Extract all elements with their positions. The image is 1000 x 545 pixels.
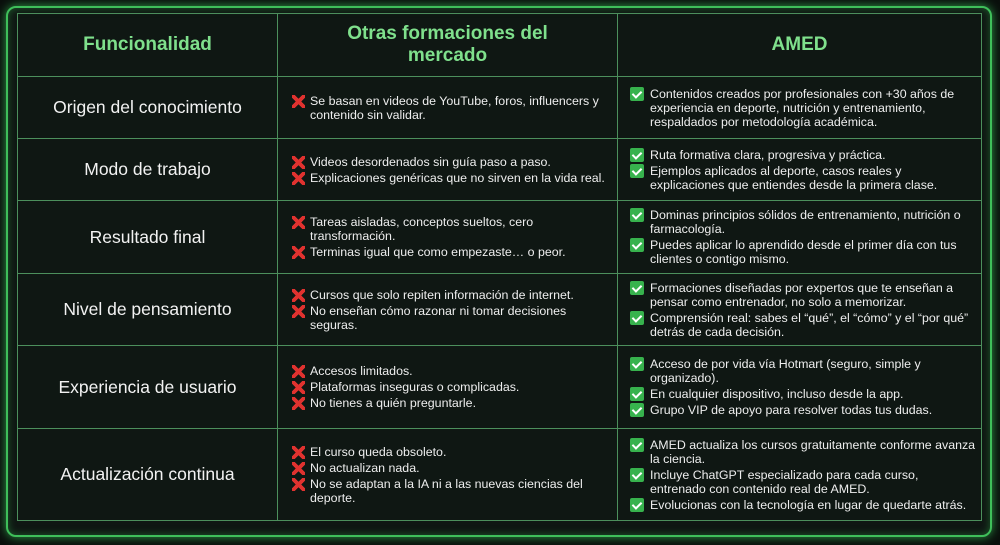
feature-cell: Modo de trabajo xyxy=(17,138,278,201)
others-cell: Se basan en videos de YouTube, foros, in… xyxy=(277,76,618,139)
positive-item: Ruta formativa clara, progresiva y práct… xyxy=(630,147,977,162)
positive-item: En cualquier dispositivo, incluso desde … xyxy=(630,387,977,401)
negative-item: Explicaciones genéricas que no sirven en… xyxy=(290,171,613,185)
amed-cell: Dominas principios sólidos de entrenamie… xyxy=(617,200,982,274)
positive-item: AMED actualiza los cursos gratuitamente … xyxy=(630,437,977,466)
positive-item: Acceso de por vida vía Hotmart (seguro, … xyxy=(630,357,977,385)
negative-item: Se basan en videos de YouTube, foros, in… xyxy=(290,94,613,122)
positive-item: Grupo VIP de apoyo para resolver todas t… xyxy=(630,403,977,417)
negative-item: No actualizan nada. xyxy=(290,461,613,475)
feature-cell: Actualización continua xyxy=(17,428,278,521)
negative-item: Tareas aisladas, conceptos sueltos, cero… xyxy=(290,215,613,243)
negative-item: Videos desordenados sin guía paso a paso… xyxy=(290,155,613,169)
positive-item: Contenidos creados por profesionales con… xyxy=(630,86,977,129)
amed-cell: Contenidos creados por profesionales con… xyxy=(617,76,982,139)
negative-item: No se adaptan a la IA ni a las nuevas ci… xyxy=(290,477,613,505)
negative-item: Plataformas inseguras o complicadas. xyxy=(290,380,613,394)
amed-cell: Acceso de por vida vía Hotmart (seguro, … xyxy=(617,345,982,429)
negative-item: Terminas igual que como empezaste… o peo… xyxy=(290,245,613,259)
table-row: Nivel de pensamiento Cursos que solo repi… xyxy=(17,273,982,346)
table-row: Experiencia de usuario Accesos limitados.… xyxy=(17,345,982,429)
positive-item: Incluye ChatGPT especializado para cada … xyxy=(630,467,977,496)
positive-item: Puedes aplicar lo aprendido desde el pri… xyxy=(630,238,977,266)
positive-item: Dominas principios sólidos de entrenamie… xyxy=(630,208,977,236)
feature-cell: Resultado final xyxy=(17,200,278,274)
feature-cell: Origen del conocimiento xyxy=(17,76,278,139)
positive-item: Evolucionas con la tecnología en lugar d… xyxy=(630,497,977,512)
positive-item: Ejemplos aplicados al deporte, casos rea… xyxy=(630,163,977,192)
table-row: Actualización continua El curso queda obs… xyxy=(17,428,982,521)
positive-item: Formaciones diseñadas por expertos que t… xyxy=(630,280,977,309)
positive-item: Comprensión real: sabes el “qué”, el “có… xyxy=(630,310,977,339)
others-cell: Accesos limitados. Plataformas inseguras … xyxy=(277,345,618,429)
others-cell: Cursos que solo repiten información de i… xyxy=(277,273,618,346)
others-cell: Videos desordenados sin guía paso a paso… xyxy=(277,138,618,201)
header-cell: Otras formaciones del mercado xyxy=(277,13,618,77)
others-cell: Tareas aisladas, conceptos sueltos, cero… xyxy=(277,200,618,274)
negative-item: No enseñan cómo razonar ni tomar decisio… xyxy=(290,304,613,332)
amed-cell: Formaciones diseñadas por expertos que t… xyxy=(617,273,982,346)
table-row: Origen del conocimiento Se basan en video… xyxy=(17,76,982,139)
negative-item: Cursos que solo repiten información de i… xyxy=(290,288,613,302)
amed-cell: AMED actualiza los cursos gratuitamente … xyxy=(617,428,982,521)
header-cell: Funcionalidad xyxy=(17,13,278,77)
feature-cell: Experiencia de usuario xyxy=(17,345,278,429)
comparison-table: Funcionalidad Otras formaciones del merca… xyxy=(17,13,982,521)
negative-item: Accesos limitados. xyxy=(290,364,613,378)
header-cell: AMED xyxy=(617,13,982,77)
table-row: Resultado final Tareas aisladas, concepto… xyxy=(17,200,982,274)
negative-item: No tienes a quién preguntarle. xyxy=(290,396,613,410)
others-cell: El curso queda obsoleto. No actualizan na… xyxy=(277,428,618,521)
table-row: Modo de trabajo Videos desordenados sin g… xyxy=(17,138,982,201)
amed-cell: Ruta formativa clara, progresiva y práct… xyxy=(617,138,982,201)
negative-item: El curso queda obsoleto. xyxy=(290,445,613,459)
feature-cell: Nivel de pensamiento xyxy=(17,273,278,346)
